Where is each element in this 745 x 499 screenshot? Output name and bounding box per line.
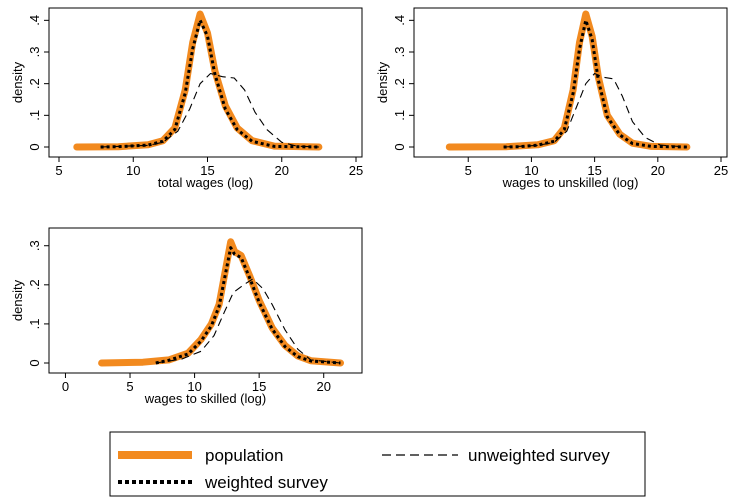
chart1-y-tick-label: .1 — [27, 110, 42, 121]
chart2-y-tick-label: .1 — [392, 110, 407, 121]
chart1-series-weighted-survey — [100, 18, 319, 149]
panel-wages-skilled: 0 5 10 15 20 0 .1 .2 .3 wages to skilled (log) den… — [10, 227, 363, 406]
chart3-x-tick-label: 15 — [252, 379, 266, 394]
chart1-x-tick-label: 20 — [275, 163, 289, 178]
chart3-x-axis-title: wages to skilled (log) — [144, 391, 266, 406]
chart1-x-tick-label: 25 — [349, 163, 363, 178]
chart3-y-tick-label: 0 — [27, 359, 42, 366]
legend-label-population: population — [205, 446, 283, 465]
chart1-x-tick-label: 10 — [126, 163, 140, 178]
legend-label-weighted: weighted survey — [204, 473, 328, 492]
chart2-x-tick-label: 10 — [524, 163, 538, 178]
chart3-x-tick-label: 0 — [62, 379, 69, 394]
chart1-x-tick-label: 15 — [200, 163, 214, 178]
legend: population unweighted survey weighted su… — [109, 431, 646, 497]
chart2-y-tick-label: .3 — [392, 47, 407, 58]
chart1-y-tick-label: .3 — [27, 47, 42, 58]
chart3-series-weighted-survey — [155, 246, 341, 365]
panel-wages-unskilled: 5 10 15 20 25 0 .1 .2 .3 .4 wages to unskilled (lo… — [375, 7, 728, 190]
chart1-x-axis-title: total wages (log) — [158, 175, 253, 190]
chart3-y-tick-label: .3 — [27, 240, 42, 251]
chart2-x-tick-label: 15 — [587, 163, 601, 178]
chart2-series-unweighted-survey — [503, 72, 687, 148]
chart2-series-population — [445, 10, 691, 151]
chart3-y-tick-label: .1 — [27, 318, 42, 329]
chart3-y-axis-title: density — [10, 279, 25, 321]
chart2-plot-frame — [413, 7, 728, 158]
chart3-series-population — [98, 238, 344, 367]
chart3-y-tick-label: .2 — [27, 279, 42, 290]
chart2-y-axis-title: density — [375, 61, 390, 103]
chart1-y-tick-label: .2 — [27, 78, 42, 89]
chart3-plot-frame — [48, 227, 363, 374]
chart1-y-tick-label: .4 — [27, 15, 42, 26]
chart2-x-tick-label: 25 — [714, 163, 728, 178]
chart2-y-tick-label: .4 — [392, 15, 407, 26]
chart1-y-axis-title: density — [10, 61, 25, 103]
chart3-x-tick-label: 20 — [316, 379, 330, 394]
chart1-x-tick-label: 5 — [55, 163, 62, 178]
chart2-x-tick-label: 20 — [651, 163, 665, 178]
chart1-y-tick-label: 0 — [27, 143, 42, 150]
chart2-x-axis-title: wages to unskilled (log) — [502, 175, 639, 190]
chart3-x-tick-label: 10 — [187, 379, 201, 394]
chart2-y-tick-label: 0 — [392, 143, 407, 150]
chart2-y-tick-label: .2 — [392, 78, 407, 89]
legend-box — [109, 431, 646, 497]
chart1-series-unweighted-survey — [100, 72, 319, 148]
chart3-x-tick-label: 5 — [126, 379, 133, 394]
chart3-series-unweighted-survey — [155, 278, 341, 364]
legend-label-unweighted: unweighted survey — [468, 446, 610, 465]
chart2-x-tick-label: 5 — [465, 163, 472, 178]
panel-total-wages: 5 10 15 20 25 0 .1 .2 .3 .4 total wages (log) densi… — [10, 7, 363, 190]
chart1-series-population — [73, 10, 323, 151]
chart1-plot-frame — [48, 7, 363, 158]
